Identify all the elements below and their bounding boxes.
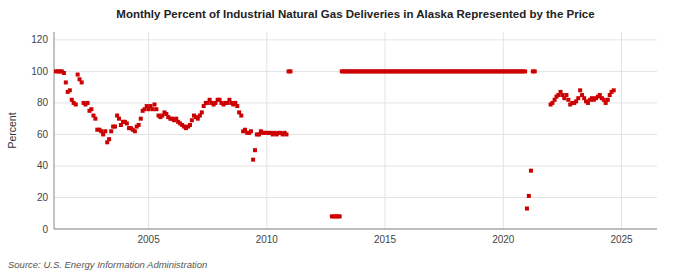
point xyxy=(139,117,143,121)
point xyxy=(109,129,113,133)
x-grid-line xyxy=(266,32,267,229)
point xyxy=(576,96,580,100)
point xyxy=(525,207,529,211)
y-grid-line xyxy=(54,197,657,198)
point xyxy=(89,107,93,111)
x-grid-line xyxy=(621,32,622,229)
point xyxy=(107,137,111,141)
x-axis-line xyxy=(54,229,657,230)
point xyxy=(606,98,610,102)
x-tick-label: 2005 xyxy=(137,234,160,245)
y-tick-label: 60 xyxy=(37,129,49,140)
point xyxy=(62,71,66,75)
point xyxy=(190,118,194,122)
point xyxy=(86,101,90,105)
point xyxy=(239,114,243,118)
point xyxy=(523,69,527,73)
y-axis-label: Percent xyxy=(6,112,18,148)
y-grid-line xyxy=(54,229,657,230)
x-tick-label: 2010 xyxy=(256,234,279,245)
point xyxy=(533,69,537,73)
grid xyxy=(54,32,657,229)
x-tick-label: 2015 xyxy=(374,234,397,245)
point xyxy=(284,132,288,136)
point xyxy=(578,88,582,92)
point xyxy=(338,214,342,218)
point xyxy=(125,121,129,125)
point xyxy=(253,148,257,152)
x-tick-label: 2025 xyxy=(610,234,633,245)
point xyxy=(76,73,80,77)
point xyxy=(93,117,97,121)
point xyxy=(80,80,84,84)
point xyxy=(235,104,239,108)
point xyxy=(200,110,204,114)
point xyxy=(133,129,137,133)
point xyxy=(527,194,531,198)
x-grid-line xyxy=(385,32,386,229)
point xyxy=(154,107,158,111)
y-tick-label: 100 xyxy=(31,66,48,77)
y-tick-label: 40 xyxy=(37,160,49,171)
point xyxy=(188,123,192,127)
point xyxy=(64,80,68,84)
point xyxy=(249,129,253,133)
y-grid-line xyxy=(54,165,657,166)
x-tick-label: 2020 xyxy=(492,234,515,245)
point xyxy=(151,107,155,111)
point xyxy=(288,69,292,73)
point xyxy=(153,102,157,106)
title: Monthly Percent of Industrial Natural Ga… xyxy=(116,8,594,20)
y-grid-line xyxy=(54,102,657,103)
point xyxy=(251,158,255,162)
x-grid-line xyxy=(503,32,504,229)
y-tick-label: 120 xyxy=(31,34,48,45)
y-tick-label: 20 xyxy=(37,192,49,203)
point xyxy=(529,169,533,173)
source-note: Source: U.S. Energy Information Administ… xyxy=(8,259,207,270)
y-tick-label: 80 xyxy=(37,97,49,108)
x-grid-line xyxy=(148,32,149,229)
point xyxy=(137,123,141,127)
point xyxy=(103,129,107,133)
y-grid-line xyxy=(54,134,657,135)
chart: 0 20 40 60 80 100 120 2005 2010 2015 2020 2025 Month… xyxy=(0,0,675,275)
point xyxy=(113,125,117,129)
point xyxy=(117,117,121,121)
point xyxy=(74,102,78,106)
point xyxy=(564,93,568,97)
y-tick-label: 0 xyxy=(42,224,48,235)
point xyxy=(68,88,72,92)
y-axis-line xyxy=(54,32,55,229)
point xyxy=(612,88,616,92)
point xyxy=(566,98,570,102)
y-grid-line xyxy=(54,39,657,40)
points xyxy=(54,69,616,218)
